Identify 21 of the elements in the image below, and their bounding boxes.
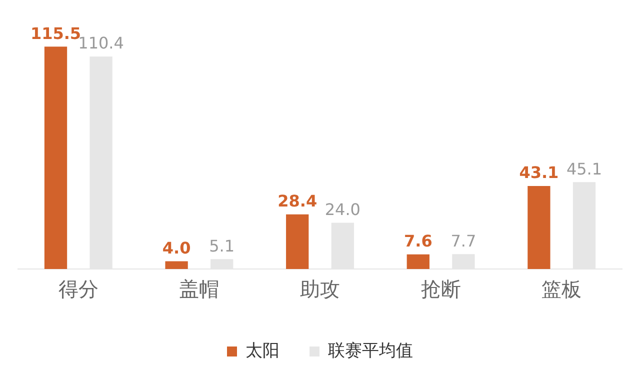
bar xyxy=(528,186,550,269)
legend-label: 太阳 xyxy=(246,340,280,361)
data-label: 7.7 xyxy=(450,231,476,250)
data-label: 5.1 xyxy=(209,236,235,256)
data-label: 28.4 xyxy=(278,191,318,210)
data-label: 4.0 xyxy=(162,238,191,258)
bar xyxy=(165,261,188,269)
x-tick-label: 助攻 xyxy=(300,277,340,302)
data-label: 115.5 xyxy=(30,24,82,43)
x-tick-label: 篮板 xyxy=(542,277,582,302)
x-tick-label: 抢断 xyxy=(420,277,461,302)
data-label: 45.1 xyxy=(566,159,602,178)
data-label: 24.0 xyxy=(324,200,360,219)
bar xyxy=(406,254,430,269)
bar xyxy=(286,214,309,269)
bar xyxy=(44,46,68,269)
data-label: 43.1 xyxy=(519,163,559,182)
x-tick-label: 盖帽 xyxy=(179,277,220,302)
x-tick-label: 得分 xyxy=(58,277,98,302)
data-label: 7.6 xyxy=(404,232,432,251)
legend-label: 联赛平均值 xyxy=(328,340,413,361)
